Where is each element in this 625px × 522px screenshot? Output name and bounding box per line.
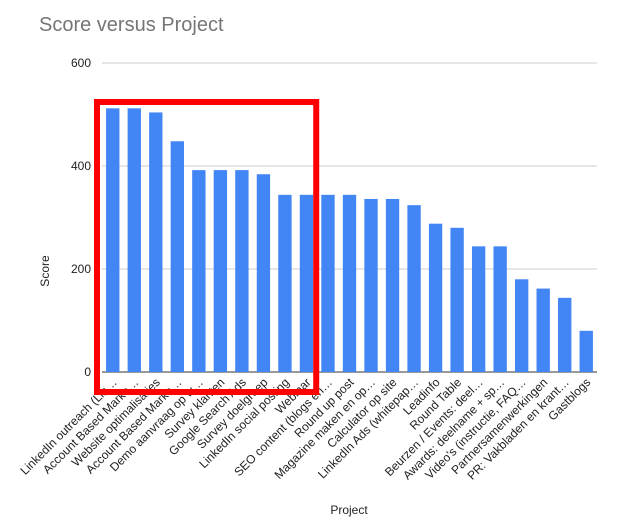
y-axis-title: Score: [38, 255, 52, 287]
bar: [536, 288, 550, 372]
bar: [364, 198, 378, 372]
bar: [428, 223, 443, 372]
y-tick-label: 600: [71, 56, 91, 70]
bar: [213, 170, 228, 372]
highlight-rectangle: [94, 99, 320, 395]
bar: [407, 205, 421, 372]
bar: [321, 194, 335, 372]
chart-title: Score versus Project: [39, 14, 224, 36]
bar: [385, 198, 400, 372]
y-tick-label: 0: [84, 365, 91, 379]
bar: [558, 297, 572, 372]
x-axis-title: Project: [330, 503, 368, 517]
bar: [450, 227, 464, 372]
y-tick-label: 200: [71, 262, 91, 276]
bar: [149, 112, 163, 372]
bar: [579, 330, 593, 372]
bar: [299, 194, 314, 372]
bar: [493, 246, 507, 372]
bar: [515, 279, 529, 372]
bar: [127, 108, 141, 372]
bar: [235, 170, 249, 372]
bar: [256, 174, 271, 372]
bar: [342, 194, 357, 372]
bar: [106, 108, 120, 372]
bar: [471, 246, 486, 372]
bar: [278, 194, 292, 372]
y-tick-label: 400: [71, 159, 91, 173]
bar: [192, 170, 206, 372]
bar: [170, 141, 184, 372]
